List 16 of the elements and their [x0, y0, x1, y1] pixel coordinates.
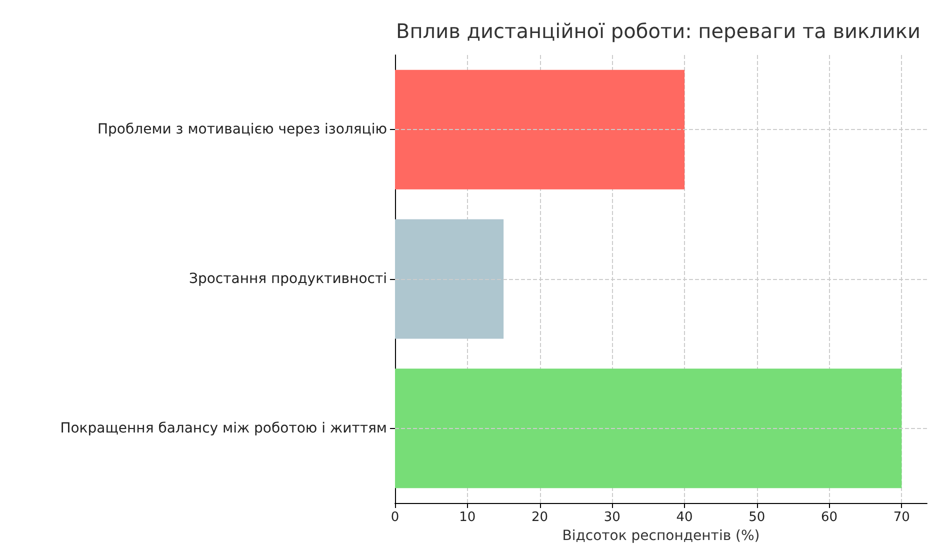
x-tick-label: 70: [893, 510, 910, 525]
bar: [395, 368, 902, 488]
x-tick-label: 60: [821, 510, 838, 525]
y-tick-label: Зростання продуктивності: [188, 271, 387, 287]
x-tick-label: 0: [390, 510, 400, 525]
x-tick-label: 30: [604, 510, 620, 525]
x-tick-label: 40: [676, 510, 693, 525]
chart-title: Вплив дистанційної роботи: переваги та виклики: [396, 19, 920, 43]
bar: [395, 70, 685, 190]
x-tick-label: 50: [748, 510, 766, 525]
y-tick-label: Покращення балансу між роботою і життям: [60, 420, 387, 436]
x-axis-title: Відсоток респондентів (%): [562, 528, 760, 544]
y-tick-label: Проблеми з мотивацією через ізоляцію: [98, 122, 388, 138]
x-tick-label: 20: [531, 510, 548, 525]
x-tick-label: 10: [459, 510, 476, 525]
bar: [395, 219, 504, 339]
